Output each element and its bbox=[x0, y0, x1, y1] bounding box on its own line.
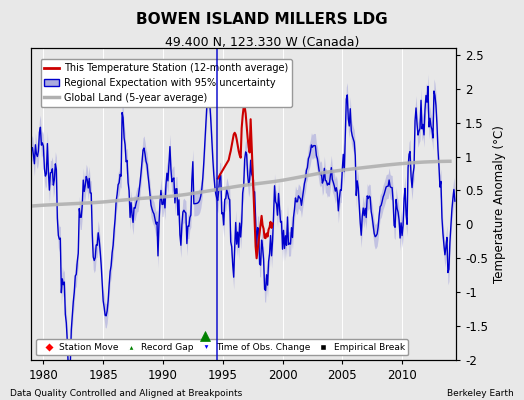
Text: 49.400 N, 123.330 W (Canada): 49.400 N, 123.330 W (Canada) bbox=[165, 36, 359, 49]
Text: BOWEN ISLAND MILLERS LDG: BOWEN ISLAND MILLERS LDG bbox=[136, 12, 388, 27]
Y-axis label: Temperature Anomaly (°C): Temperature Anomaly (°C) bbox=[494, 125, 507, 283]
Text: Data Quality Controlled and Aligned at Breakpoints: Data Quality Controlled and Aligned at B… bbox=[10, 389, 243, 398]
Legend: Station Move, Record Gap, Time of Obs. Change, Empirical Break: Station Move, Record Gap, Time of Obs. C… bbox=[36, 339, 408, 356]
Text: Berkeley Earth: Berkeley Earth bbox=[447, 389, 514, 398]
